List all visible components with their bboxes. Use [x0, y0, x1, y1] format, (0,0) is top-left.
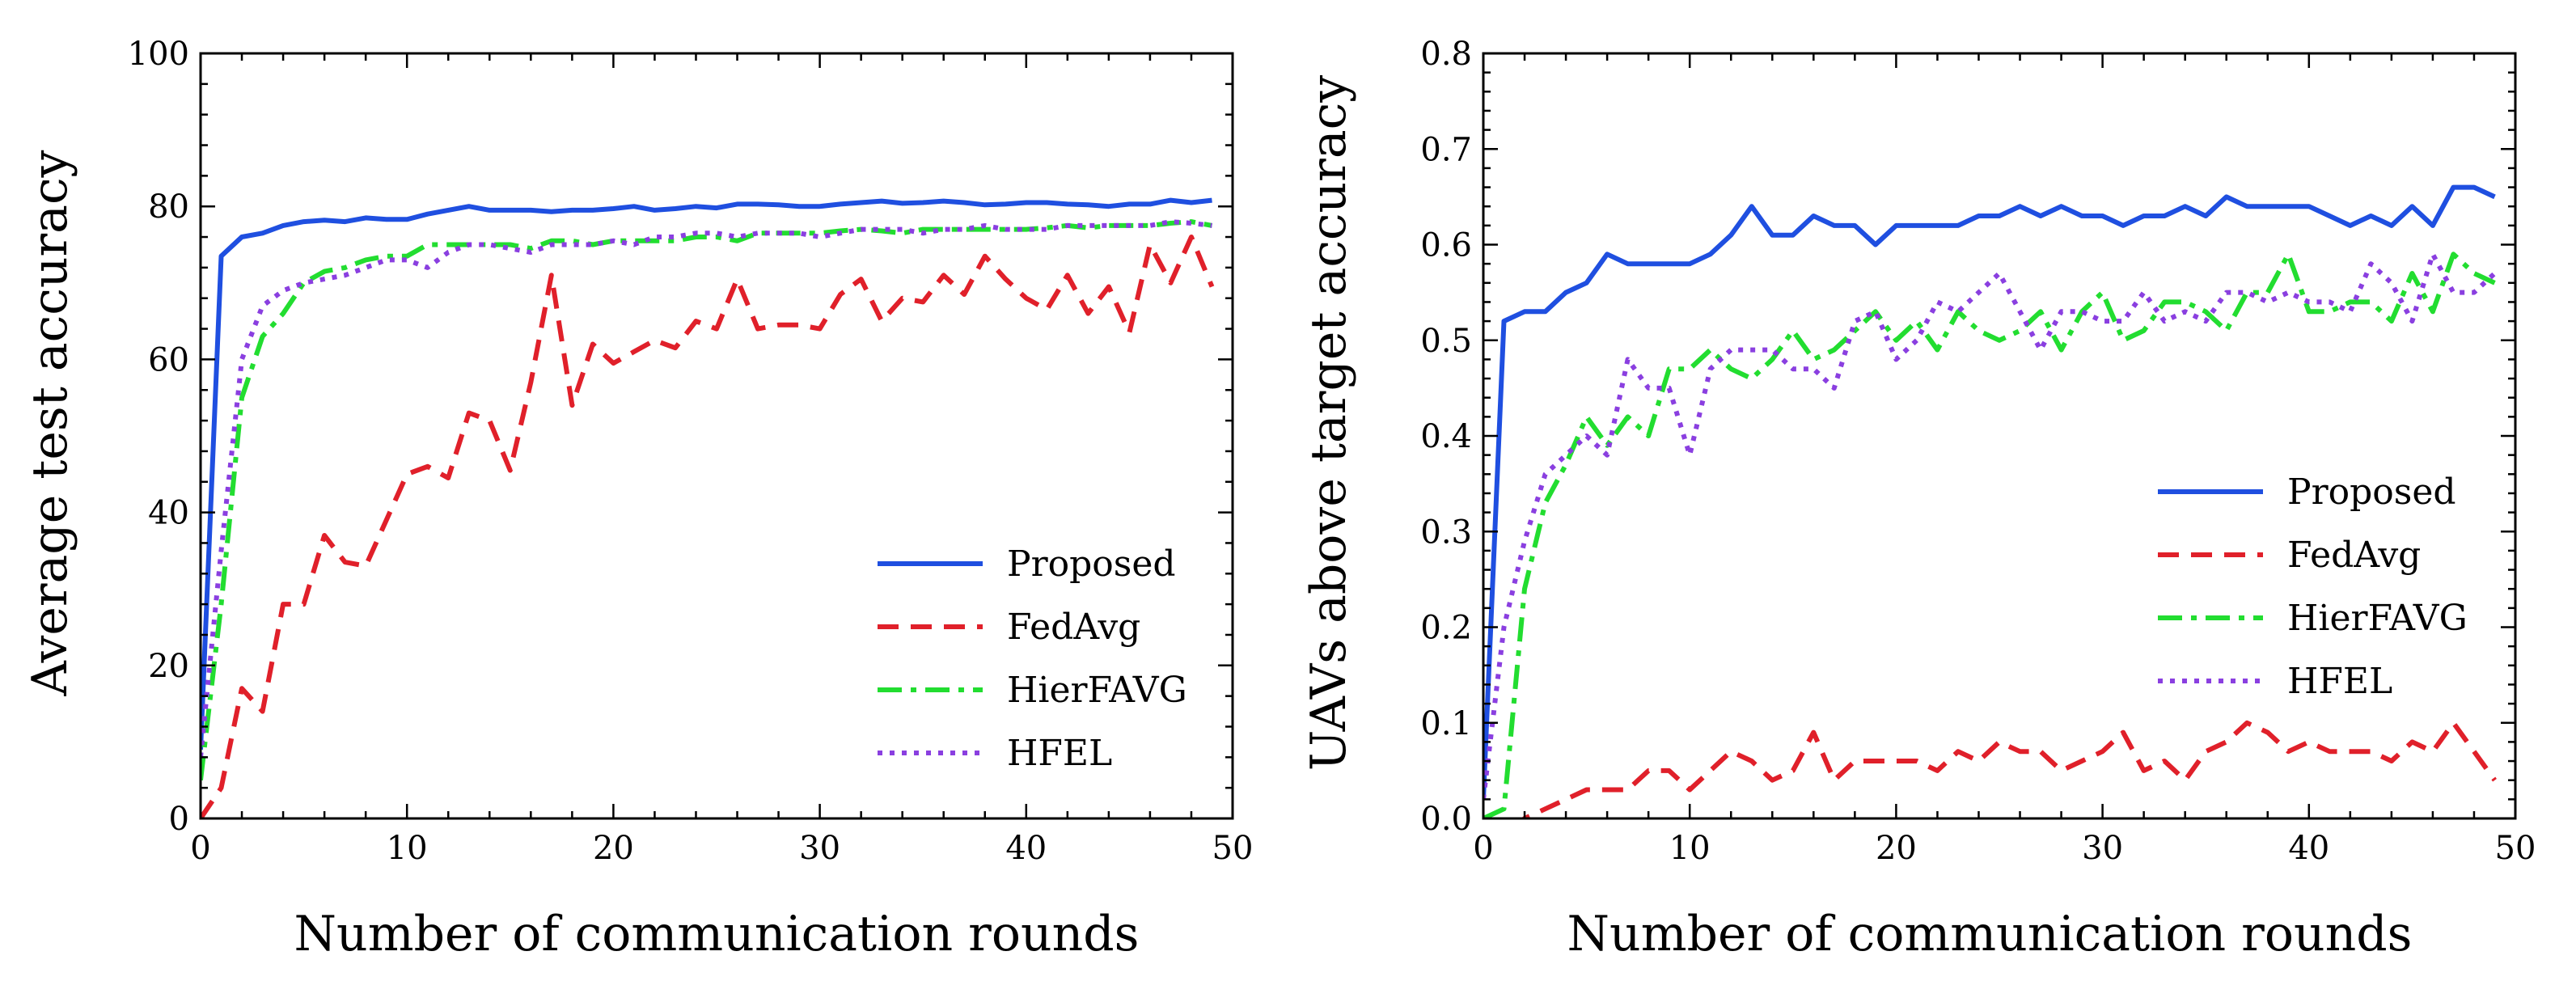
y-tick-label: 40 [148, 495, 189, 532]
series-group [201, 197, 1215, 818]
y-tick-label: 20 [148, 648, 189, 685]
uav-ratio-chart: Number of communication rounds UAVs abov… [1301, 36, 2536, 962]
x-tick-label: 30 [2082, 830, 2123, 867]
legend: Proposed FedAvg HierFAVG HFEL [878, 543, 1187, 774]
y-axis-label: Average test accuracy [22, 150, 78, 696]
x-tick-label: 40 [2288, 830, 2329, 867]
legend-label-hfel: HFEL [2287, 661, 2392, 702]
legend-label-hierfavg: HierFAVG [2287, 598, 2468, 639]
x-tick-label: 20 [1876, 830, 1917, 867]
y-tick-label: 0.1 [1420, 705, 1472, 742]
plot-frame [199, 52, 1234, 820]
y-tick-label: 0.5 [1420, 323, 1472, 360]
x-tick-label: 50 [2495, 830, 2536, 867]
x-tick-label: 50 [1212, 830, 1254, 867]
legend-label-proposed: Proposed [2287, 471, 2456, 513]
x-tick-label: 20 [593, 830, 634, 867]
legend-label-fedavg: FedAvg [1007, 607, 1140, 648]
y-tick-label: 0.0 [1420, 801, 1472, 838]
series-line-hfel [201, 219, 1212, 758]
series-line-proposed [201, 197, 1212, 751]
legend-label-hfel: HFEL [1007, 733, 1112, 774]
y-axis-label: UAVs above target accuracy [1301, 75, 1357, 771]
y-tick-label: 0.3 [1420, 514, 1472, 551]
y-tick-label: 0.4 [1420, 418, 1472, 455]
y-tick-label: 0.8 [1420, 36, 1472, 73]
x-axis-label: Number of communication rounds [1567, 906, 2413, 962]
y-tick-label: 0.2 [1420, 610, 1472, 647]
x-tick-label: 10 [1669, 830, 1711, 867]
series-group [1483, 184, 2497, 818]
y-tick-label: 0.6 [1420, 227, 1472, 264]
legend-label-fedavg: FedAvg [2287, 535, 2421, 576]
plot-frame [1482, 52, 2517, 820]
x-tick-label: 40 [1005, 830, 1047, 867]
series-line-fedavg [1521, 720, 2497, 818]
series-line-hierfavg [201, 219, 1213, 781]
series-line-hierfavg [1483, 252, 2496, 818]
series-line-hfel [1483, 252, 2497, 800]
series-line-proposed [1483, 184, 2496, 800]
y-tick-label: 80 [148, 188, 189, 226]
x-tick-label: 30 [799, 830, 840, 867]
legend-label-proposed: Proposed [1007, 543, 1176, 585]
legend-label-hierfavg: HierFAVG [1007, 670, 1187, 711]
legend: Proposed FedAvg HierFAVG HFEL [2158, 471, 2468, 702]
x-tick-label: 10 [387, 830, 428, 867]
y-tick-label: 100 [128, 36, 189, 73]
y-tick-label: 60 [148, 341, 189, 378]
x-tick-label: 0 [190, 830, 210, 867]
series-line-fedavg [201, 235, 1215, 818]
x-tick-label: 0 [1473, 830, 1493, 867]
accuracy-chart: Number of communication rounds Average t… [22, 36, 1253, 962]
x-axis-label: Number of communication rounds [294, 906, 1140, 962]
y-tick-label: 0.7 [1420, 131, 1472, 168]
y-tick-label: 0 [169, 801, 189, 838]
